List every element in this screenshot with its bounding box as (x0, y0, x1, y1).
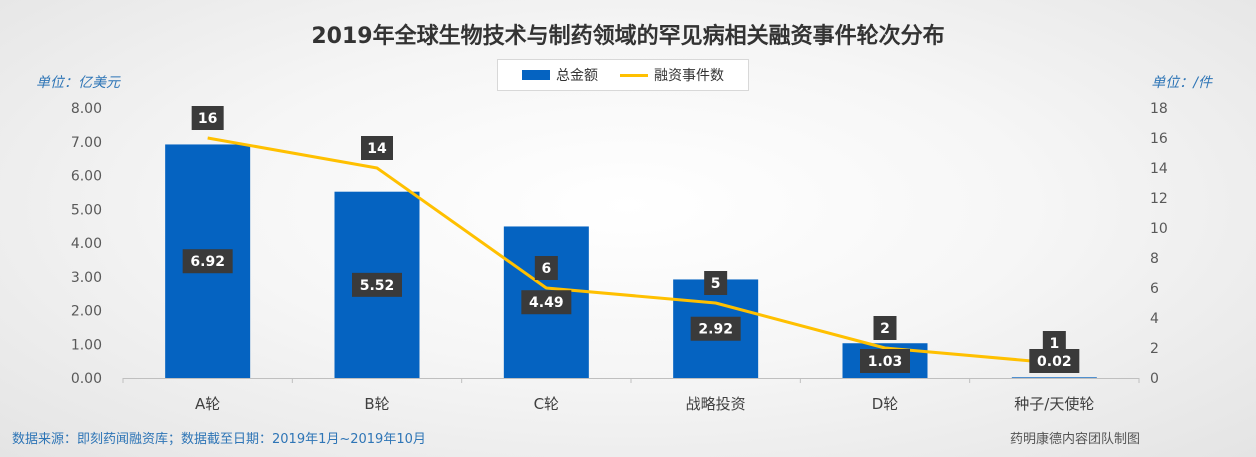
bar-value-label-bg (690, 316, 741, 341)
line-value-label-bg (361, 136, 393, 160)
x-tick-label: 种子/天使轮 (1014, 395, 1094, 413)
line-value-label: 6 (541, 261, 551, 277)
legend-swatch-line (620, 73, 648, 77)
y-left-tick-label: 5.00 (71, 202, 102, 218)
right-axis-unit: 单位：/件 (1151, 75, 1212, 91)
legend-label-line: 融资事件数 (654, 68, 724, 84)
bar-value-label-bg (860, 349, 910, 373)
x-tick-label: C轮 (534, 395, 559, 413)
x-tick-label: A轮 (195, 395, 220, 413)
y-right-tick-label: 10 (1150, 221, 1168, 237)
y-left-tick-label: 8.00 (71, 101, 102, 117)
legend-swatch-bar (522, 70, 550, 80)
legend-label-bar: 总金额 (556, 68, 598, 84)
bar-value-label: 0.02 (1037, 354, 1072, 370)
y-right-tick-label: 4 (1150, 311, 1159, 327)
line-value-label-bg (873, 316, 897, 340)
x-tick-label: 战略投资 (686, 395, 746, 413)
y-right-tick-label: 16 (1150, 131, 1168, 147)
line-value-label-bg (1042, 331, 1066, 355)
y-right-tick-label: 8 (1150, 251, 1159, 267)
y-left-tick-label: 4.00 (71, 236, 102, 252)
line-value-label: 16 (198, 111, 217, 127)
line-value-label: 5 (711, 276, 721, 292)
chart-title: 2019年全球生物技术与制药领域的罕见病相关融资事件轮次分布 (311, 24, 945, 49)
bar-value-label: 6.92 (190, 254, 225, 270)
y-right-tick-label: 0 (1150, 371, 1159, 387)
x-tick-label: B轮 (364, 395, 389, 413)
y-left-tick-label: 2.00 (71, 304, 102, 320)
bar-value-label: 4.49 (529, 295, 564, 311)
bar-value-label-bg (352, 272, 402, 297)
bar-total-amount (1011, 377, 1097, 378)
bar-value-label: 2.92 (698, 322, 733, 338)
legend: 总金额 融资事件数 (497, 59, 749, 91)
line-event-count (207, 136, 1055, 365)
y-left-tick-label: 7.00 (71, 135, 102, 151)
y-right-tick-label: 2 (1150, 341, 1159, 357)
y-right-tick-label: 12 (1150, 191, 1168, 207)
y-left-tick-label: 0.00 (71, 371, 102, 387)
line-value-label-bg (704, 271, 728, 295)
y-right-tick-label: 18 (1150, 101, 1168, 117)
y-right-tick-label: 14 (1150, 161, 1168, 177)
x-tick-label: D轮 (872, 395, 899, 413)
credit-note: 药明康德内容团队制图 (1009, 432, 1140, 447)
line-value-label: 2 (880, 321, 890, 337)
line-value-label: 14 (367, 141, 387, 157)
bar-value-label: 5.52 (360, 278, 395, 294)
legend-item-bar: 总金额 (522, 65, 598, 85)
bar-value-label-bg (521, 290, 572, 315)
bar-value-label: 1.03 (868, 354, 903, 370)
line-value-label-bg (534, 256, 558, 280)
y-left-tick-label: 3.00 (71, 270, 102, 286)
legend-item-line: 融资事件数 (620, 65, 724, 85)
source-note: 数据来源：即刻药闻融资库；数据截至日期：2019年1月~2019年10月 (12, 432, 426, 447)
left-axis-unit: 单位：亿美元 (36, 75, 120, 91)
line-value-label-bg (191, 106, 224, 130)
y-left-tick-label: 1.00 (71, 337, 102, 353)
y-left-tick-label: 6.00 (71, 169, 102, 185)
bar-value-label-bg (182, 249, 233, 274)
line-value-label: 1 (1049, 336, 1059, 352)
y-right-tick-label: 6 (1150, 281, 1159, 297)
